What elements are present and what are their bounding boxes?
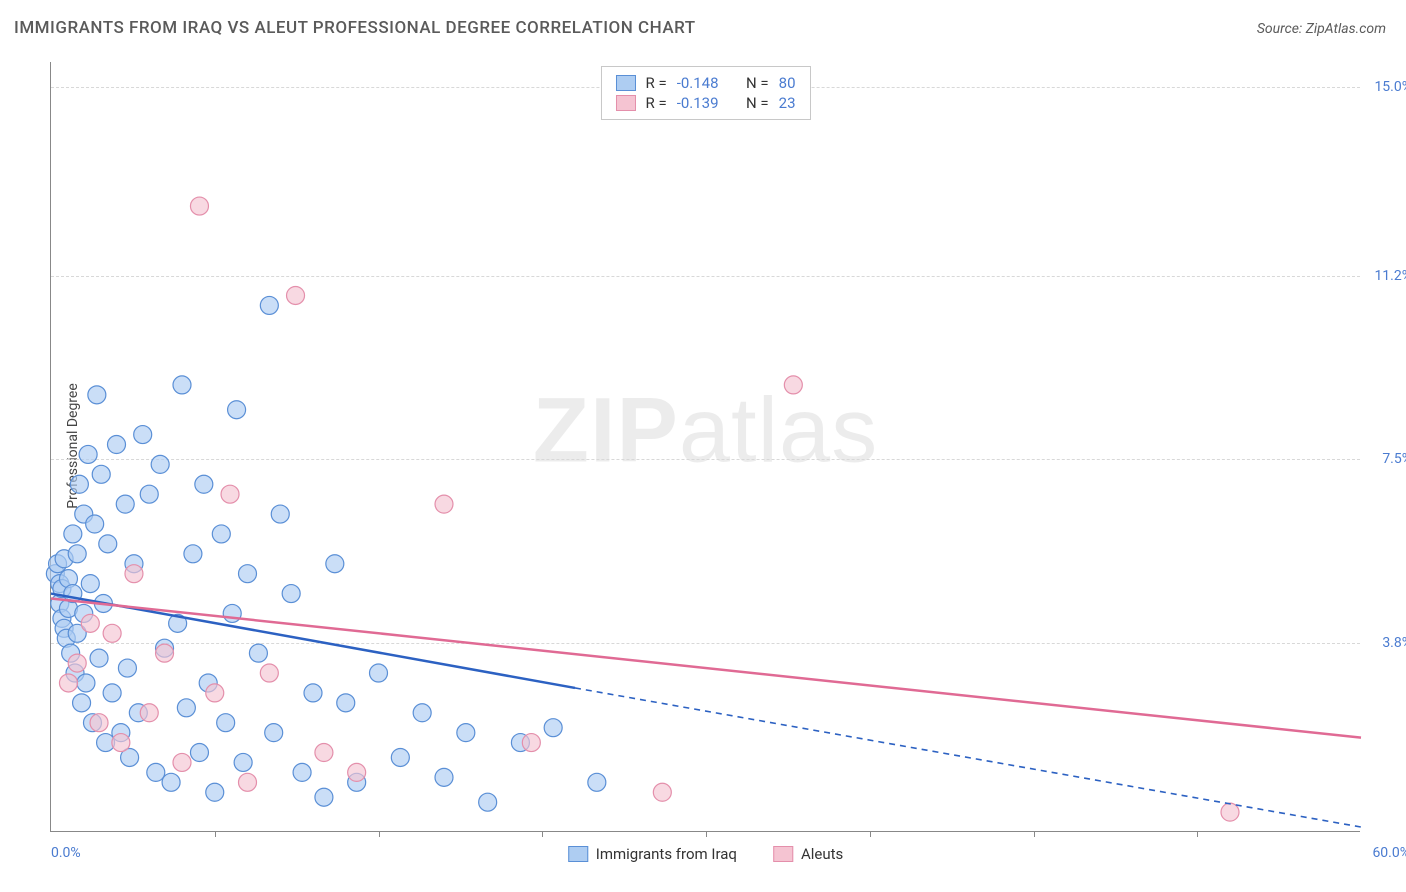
swatch-aleuts (773, 846, 793, 862)
x-axis-min-label: 0.0% (51, 845, 81, 861)
legend-label-aleuts: Aleuts (801, 845, 843, 863)
legend-label-iraq: Immigrants from Iraq (596, 845, 737, 863)
series-legend: Immigrants from Iraq Aleuts (568, 845, 844, 863)
scatter-plot (51, 62, 1360, 831)
x-tick (379, 831, 380, 837)
legend-row-iraq: R = -0.148 N = 80 (615, 73, 795, 93)
n-value-aleuts: 23 (779, 94, 796, 112)
r-value-iraq: -0.148 (677, 74, 719, 92)
x-tick (215, 831, 216, 837)
x-tick (706, 831, 707, 837)
x-tick (870, 831, 871, 837)
source-label: Source: ZipAtlas.com (1257, 21, 1386, 37)
x-tick (1197, 831, 1198, 837)
legend-row-aleuts: R = -0.139 N = 23 (615, 93, 795, 113)
y-tick-label: 3.8% (1382, 635, 1406, 651)
chart-area: ZIPatlas 15.0%11.2%7.5%3.8% R = -0.148 N… (50, 62, 1360, 832)
y-tick-label: 15.0% (1374, 79, 1406, 95)
y-tick-label: 7.5% (1382, 451, 1406, 467)
y-tick-label: 11.2% (1374, 268, 1406, 284)
x-axis-max-label: 60.0% (1372, 845, 1406, 861)
r-label: R = (645, 94, 666, 112)
correlation-legend: R = -0.148 N = 80 R = -0.139 N = 23 (600, 66, 810, 120)
r-label: R = (645, 74, 666, 92)
swatch-iraq (615, 75, 635, 91)
chart-title: IMMIGRANTS FROM IRAQ VS ALEUT PROFESSION… (14, 18, 696, 38)
legend-item-iraq: Immigrants from Iraq (568, 845, 737, 863)
n-label: N = (746, 94, 769, 112)
swatch-aleuts (615, 95, 635, 111)
n-label: N = (746, 74, 769, 92)
r-value-aleuts: -0.139 (677, 94, 719, 112)
legend-item-aleuts: Aleuts (773, 845, 843, 863)
swatch-iraq (568, 846, 588, 862)
n-value-iraq: 80 (779, 74, 796, 92)
x-tick (1034, 831, 1035, 837)
x-tick (542, 831, 543, 837)
